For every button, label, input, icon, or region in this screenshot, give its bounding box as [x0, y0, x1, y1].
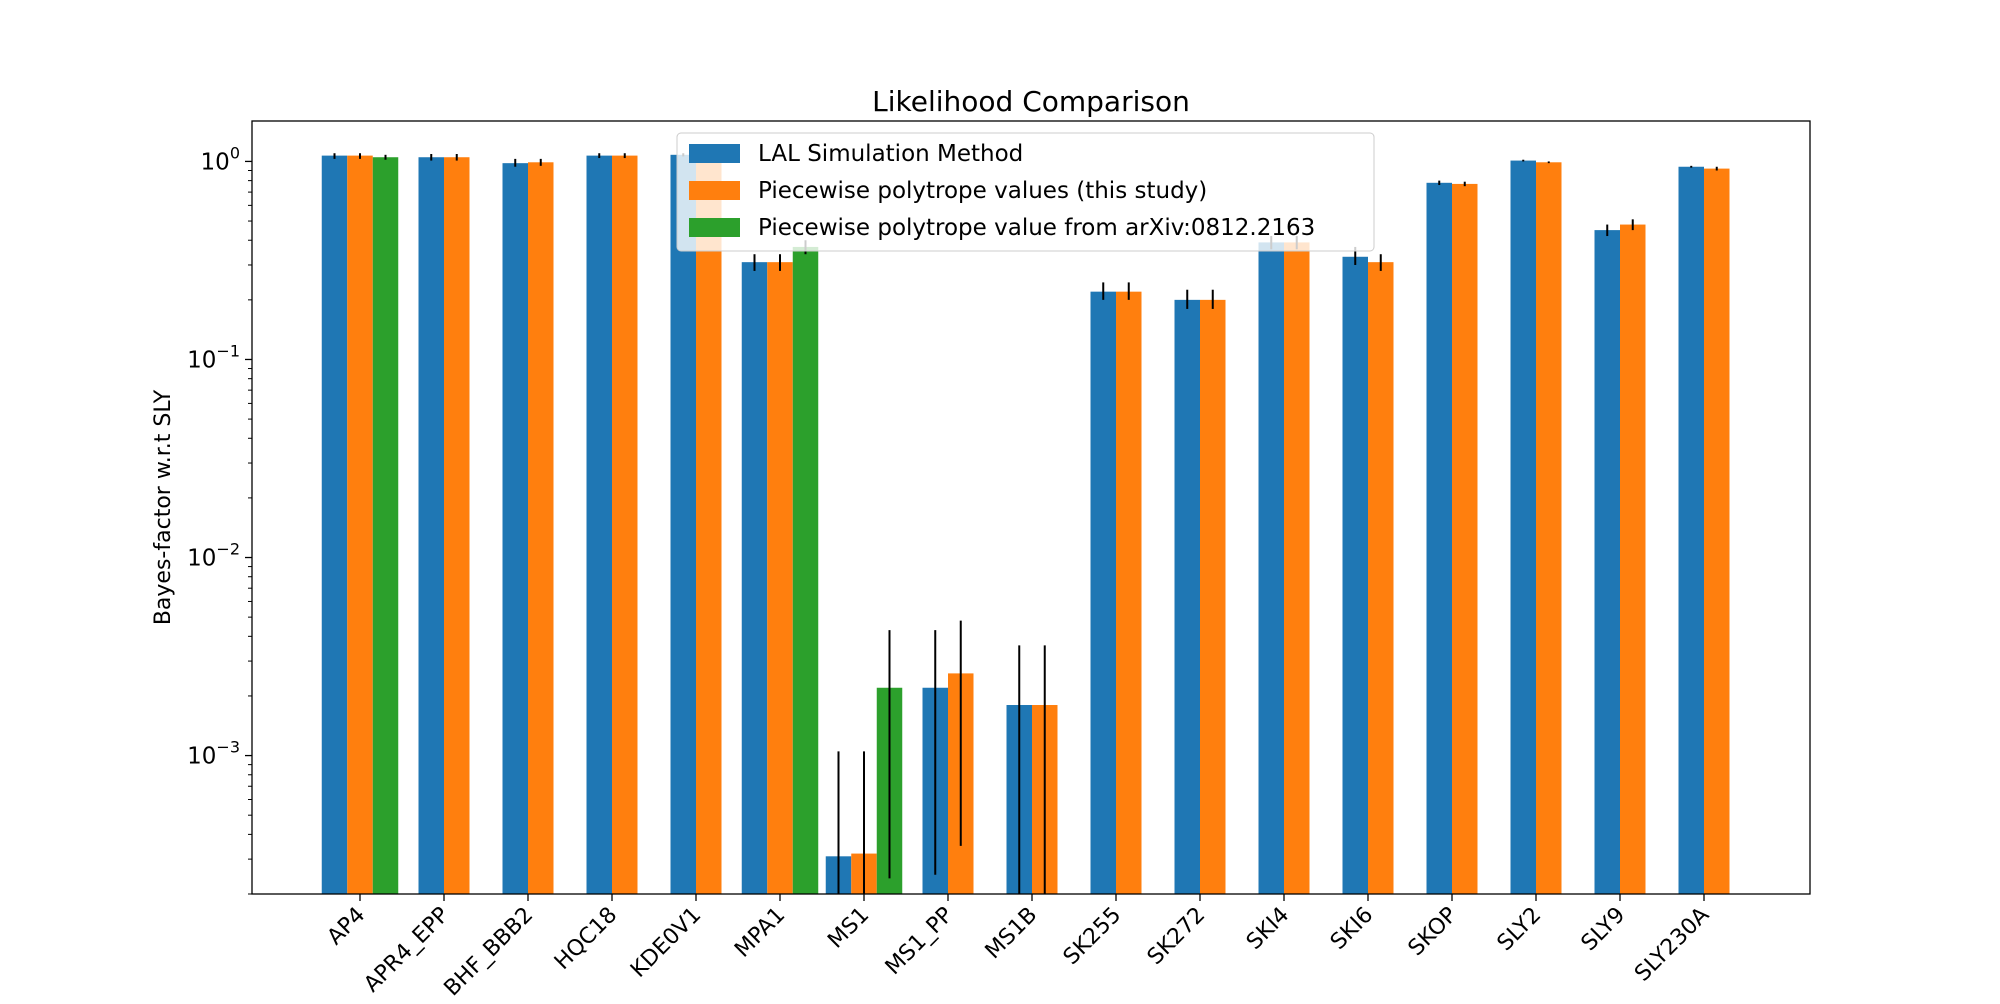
bar-sk272-series-1: [1174, 299, 1200, 894]
bar-apr4-epp-series-2: [444, 157, 470, 895]
bar-sk272-series-2: [1200, 299, 1226, 894]
x-tick-label: SK255: [1059, 903, 1126, 970]
bar-mpa1-series-2: [767, 262, 793, 894]
y-axis: 10−3 10−2 10−1 100: [187, 143, 252, 895]
bar-sk255-series-2: [1116, 291, 1142, 894]
y-tick-label: 10−1: [187, 341, 240, 373]
x-tick-label: MS1_PP: [881, 903, 958, 980]
bar-hqc18-series-1: [586, 155, 612, 895]
x-tick-label: SKOP: [1404, 903, 1463, 962]
y-tick-label: 10−3: [187, 738, 240, 770]
bar-apr4-epp-series-1: [418, 157, 444, 895]
x-tick-label: SK272: [1143, 903, 1210, 970]
bar-ap4-series-1: [321, 155, 348, 895]
x-tick-label: SKI6: [1326, 903, 1378, 955]
y-tick-label: 10−2: [187, 540, 240, 572]
bar-sly2-series-1: [1510, 160, 1536, 894]
y-tick-label: 100: [201, 143, 240, 175]
x-tick-label: MPA1: [730, 903, 790, 963]
error-bars-layer: [333, 153, 1718, 894]
bar-mpa1-series-1: [741, 262, 768, 894]
legend: LAL Simulation Method Piecewise polytrope…: [676, 132, 1375, 252]
bar-ski4-series-1: [1258, 242, 1284, 894]
axes-frame: [251, 120, 1811, 895]
bar-ski4-series-2: [1284, 242, 1310, 894]
x-tick-label: BHF_BBB2: [440, 903, 539, 1000]
chart-title: Likelihood Comparison: [872, 85, 1190, 118]
x-tick-label: KDE0V1: [626, 903, 706, 983]
legend-box: [676, 132, 1375, 252]
x-tick-label: MS1B: [981, 903, 1043, 965]
bar-kde0v1-series-1: [670, 154, 696, 894]
bar-bhf-bbb2-series-2: [528, 162, 554, 895]
x-tick-label: SLY9: [1577, 903, 1631, 957]
bar-skop-series-1: [1426, 182, 1452, 895]
x-tick-label: SLY230A: [1630, 903, 1714, 987]
x-tick-label: HQC18: [550, 903, 622, 975]
bar-ski6-series-1: [1342, 256, 1368, 894]
legend-swatch-2: [689, 181, 740, 200]
bars-layer: [321, 154, 1730, 895]
legend-swatch-3: [689, 218, 740, 237]
x-tick-label: MS1: [823, 903, 874, 954]
bar-ap4-series-3: [372, 157, 399, 895]
bar-hqc18-series-2: [612, 155, 638, 895]
legend-label-2: Piecewise polytrope values (this study): [758, 178, 1207, 204]
legend-label-3: Piecewise polytrope value from arXiv:081…: [758, 215, 1315, 241]
bar-sk255-series-1: [1090, 291, 1116, 894]
bar-sly2-series-2: [1536, 162, 1562, 895]
x-tick-label: SKI4: [1242, 903, 1294, 955]
bar-kde0v1-series-2: [696, 156, 722, 894]
y-axis-label: Bayes-factor w.r.t SLY: [151, 389, 176, 625]
bar-bhf-bbb2-series-1: [502, 163, 528, 894]
bar-skop-series-2: [1452, 183, 1478, 894]
bar-ap4-series-2: [347, 155, 373, 895]
x-tick-label: AP4: [323, 903, 371, 951]
bar-mpa1-series-3: [792, 246, 819, 894]
bar-ski6-series-2: [1368, 262, 1394, 894]
bar-sly9-series-1: [1594, 230, 1620, 895]
bar-sly9-series-2: [1620, 224, 1646, 894]
bar-sly230a-series-1: [1678, 166, 1704, 894]
legend-swatch-1: [689, 144, 740, 163]
bar-sly230a-series-2: [1704, 168, 1730, 895]
legend-label-1: LAL Simulation Method: [758, 141, 1023, 167]
x-tick-label: SLY2: [1493, 903, 1547, 957]
